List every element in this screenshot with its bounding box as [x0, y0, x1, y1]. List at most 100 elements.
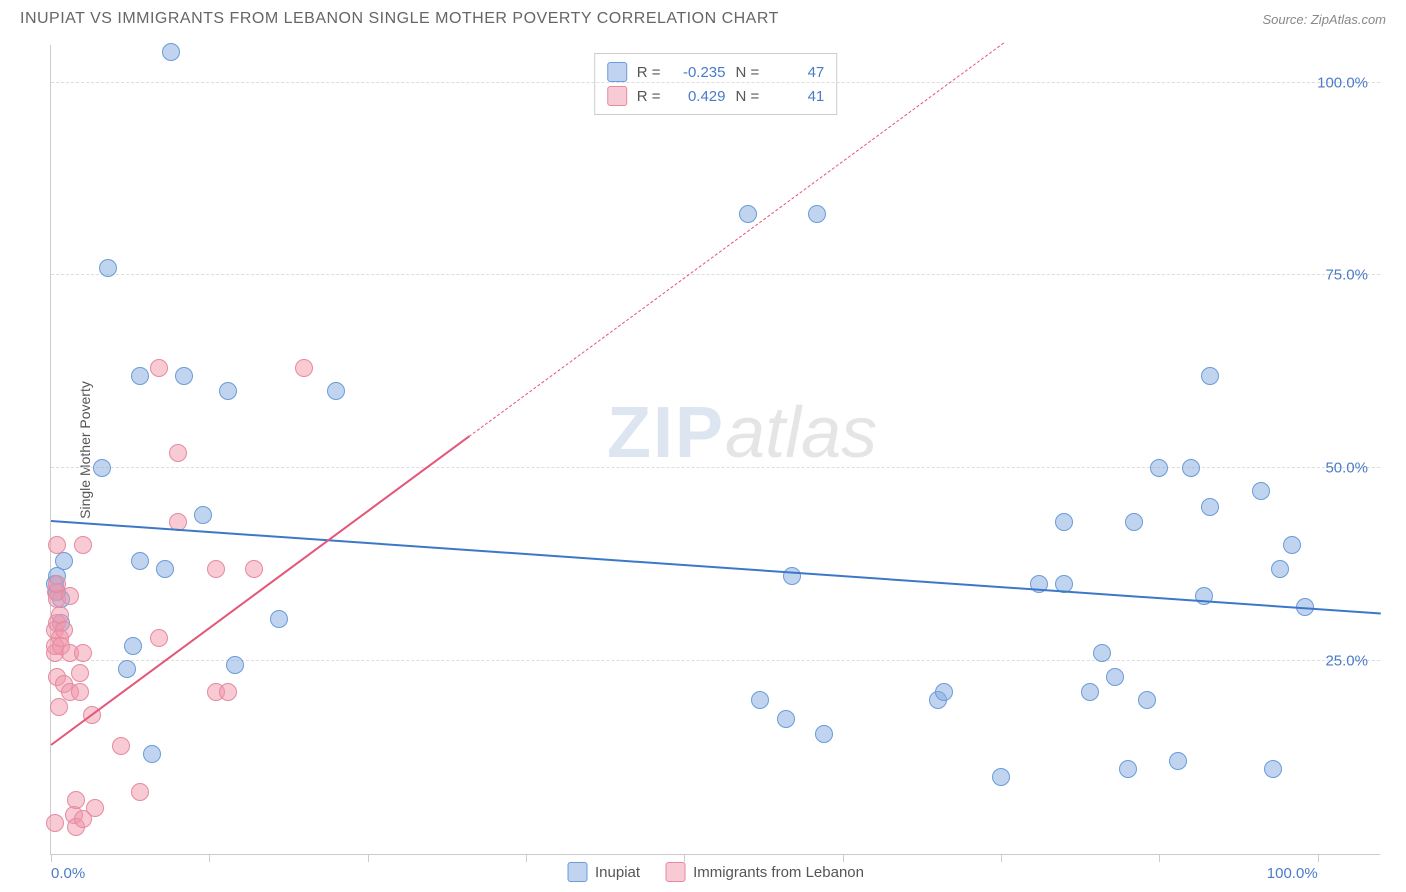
scatter-point: [777, 710, 795, 728]
legend-item-2: Immigrants from Lebanon: [665, 862, 864, 882]
x-tick: [1159, 854, 1160, 862]
scatter-point: [93, 459, 111, 477]
legend-swatch-2: [665, 862, 685, 882]
scatter-point: [156, 560, 174, 578]
x-tick: [1001, 854, 1002, 862]
scatter-point: [1201, 498, 1219, 516]
scatter-point: [1201, 367, 1219, 385]
scatter-point: [783, 567, 801, 585]
correlation-r-value-2: 0.429: [671, 88, 726, 105]
scatter-point: [50, 698, 68, 716]
scatter-point: [219, 382, 237, 400]
scatter-point: [1106, 668, 1124, 686]
y-axis-label: Single Mother Poverty: [77, 381, 93, 519]
legend-label-2: Immigrants from Lebanon: [693, 864, 864, 881]
correlation-row-1: R = -0.235 N = 47: [607, 60, 825, 84]
scatter-point: [219, 683, 237, 701]
scatter-point: [67, 791, 85, 809]
correlation-swatch-1: [607, 62, 627, 82]
correlation-r-label: R =: [637, 88, 661, 105]
watermark: ZIPatlas: [607, 392, 877, 474]
scatter-point: [112, 737, 130, 755]
scatter-point: [150, 359, 168, 377]
scatter-point: [194, 506, 212, 524]
y-tick-label: 50.0%: [1325, 460, 1368, 477]
watermark-atlas: atlas: [725, 393, 877, 473]
chart-title: INUPIAT VS IMMIGRANTS FROM LEBANON SINGL…: [20, 10, 779, 28]
x-tick: [526, 854, 527, 862]
legend-item-1: Inupiat: [567, 862, 640, 882]
x-tick: [684, 854, 685, 862]
scatter-point: [61, 587, 79, 605]
scatter-point: [74, 644, 92, 662]
scatter-point: [46, 814, 64, 832]
correlation-row-2: R = 0.429 N = 41: [607, 84, 825, 108]
scatter-point: [118, 660, 136, 678]
scatter-point: [1271, 560, 1289, 578]
scatter-point: [1081, 683, 1099, 701]
scatter-point: [1182, 459, 1200, 477]
y-tick-label: 25.0%: [1325, 653, 1368, 670]
scatter-point: [131, 552, 149, 570]
trend-line: [50, 436, 469, 746]
scatter-point: [1125, 513, 1143, 531]
scatter-point: [71, 683, 89, 701]
scatter-point: [1283, 536, 1301, 554]
watermark-zip: ZIP: [607, 393, 725, 473]
gridline: [51, 467, 1380, 468]
scatter-point: [124, 637, 142, 655]
legend-label-1: Inupiat: [595, 864, 640, 881]
scatter-point: [150, 629, 168, 647]
correlation-n-label: N =: [736, 88, 760, 105]
scatter-point: [74, 536, 92, 554]
scatter-point: [207, 560, 225, 578]
scatter-point: [131, 367, 149, 385]
correlation-swatch-2: [607, 86, 627, 106]
scatter-point: [270, 610, 288, 628]
scatter-point: [99, 259, 117, 277]
gridline: [51, 660, 1380, 661]
scatter-point: [226, 656, 244, 674]
scatter-point: [86, 799, 104, 817]
correlation-r-value-1: -0.235: [671, 64, 726, 81]
source-attribution: Source: ZipAtlas.com: [1262, 12, 1386, 27]
correlation-n-value-2: 41: [769, 88, 824, 105]
gridline: [51, 274, 1380, 275]
correlation-n-value-1: 47: [769, 64, 824, 81]
correlation-n-label: N =: [736, 64, 760, 81]
chart-container: Single Mother Poverty ZIPatlas R = -0.23…: [50, 45, 1380, 855]
scatter-point: [1093, 644, 1111, 662]
plot-area: Single Mother Poverty ZIPatlas R = -0.23…: [50, 45, 1380, 855]
scatter-point: [71, 664, 89, 682]
y-tick-label: 75.0%: [1325, 267, 1368, 284]
x-tick: [843, 854, 844, 862]
scatter-point: [808, 205, 826, 223]
scatter-point: [751, 691, 769, 709]
y-tick-label: 100.0%: [1317, 74, 1368, 91]
correlation-box: R = -0.235 N = 47 R = 0.429 N = 41: [594, 53, 838, 115]
scatter-point: [143, 745, 161, 763]
scatter-point: [1264, 760, 1282, 778]
x-tick: [368, 854, 369, 862]
scatter-point: [169, 444, 187, 462]
scatter-point: [175, 367, 193, 385]
scatter-point: [48, 536, 66, 554]
scatter-point: [1252, 482, 1270, 500]
scatter-point: [131, 783, 149, 801]
scatter-point: [815, 725, 833, 743]
scatter-point: [1119, 760, 1137, 778]
scatter-point: [245, 560, 263, 578]
gridline: [51, 82, 1380, 83]
x-tick-label: 100.0%: [1267, 865, 1318, 882]
scatter-point: [1169, 752, 1187, 770]
scatter-point: [55, 621, 73, 639]
x-tick-label: 0.0%: [51, 865, 85, 882]
scatter-point: [935, 683, 953, 701]
correlation-r-label: R =: [637, 64, 661, 81]
scatter-point: [162, 43, 180, 61]
scatter-point: [55, 552, 73, 570]
x-tick: [209, 854, 210, 862]
scatter-point: [739, 205, 757, 223]
x-tick: [1318, 854, 1319, 862]
scatter-point: [1150, 459, 1168, 477]
